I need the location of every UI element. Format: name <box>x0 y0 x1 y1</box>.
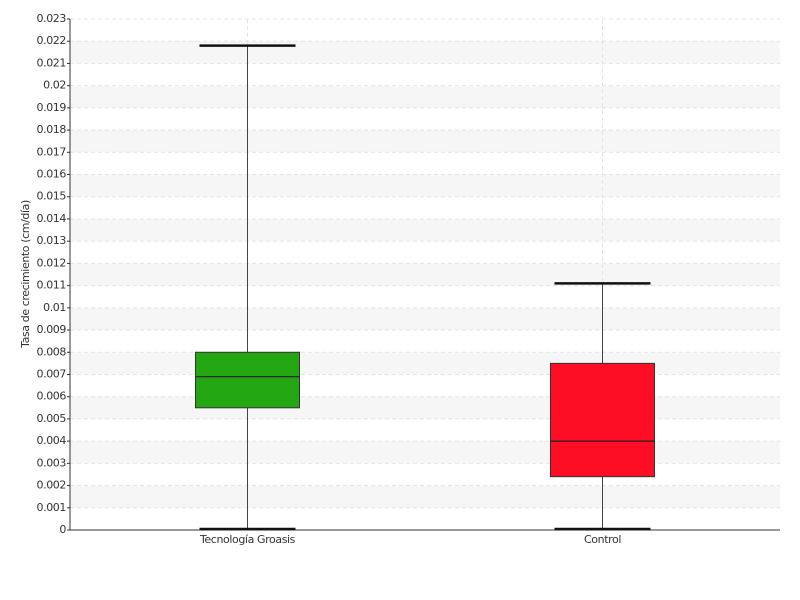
y-tick-label: 0.004 <box>37 434 67 447</box>
y-tick-label: 0.017 <box>37 145 67 158</box>
grid-band <box>70 307 780 331</box>
y-tick-label: 0.016 <box>37 168 67 181</box>
grid-band <box>70 441 780 464</box>
x-tick-label: Control <box>584 533 621 546</box>
y-tick-label: 0.018 <box>37 123 67 136</box>
y-tick-label: 0.005 <box>37 412 67 425</box>
grid-band <box>70 174 780 197</box>
grid-band <box>70 130 780 153</box>
grid-band <box>70 352 780 375</box>
box <box>550 362 655 478</box>
y-tick-label: 0.021 <box>37 56 67 69</box>
y-tick-label: 0 <box>59 523 66 536</box>
y-tick-label: 0.011 <box>37 279 67 292</box>
y-tick-label: 0.008 <box>37 345 67 358</box>
y-tick-label: 0.023 <box>37 12 67 25</box>
y-tick-label: 0.012 <box>37 256 67 269</box>
y-tick-label: 0.009 <box>37 323 67 336</box>
grid-band <box>70 396 780 419</box>
grid-band <box>70 85 780 108</box>
y-tick-label: 0.006 <box>37 390 67 403</box>
y-tick-label: 0.02 <box>43 79 66 92</box>
y-tick-label: 0.014 <box>37 212 67 225</box>
y-tick-label: 0.002 <box>37 479 67 492</box>
y-tick-label: 0.01 <box>43 301 66 314</box>
y-tick-label: 0.022 <box>37 34 67 47</box>
y-tick-label: 0.001 <box>37 501 67 514</box>
grid-band <box>70 218 780 242</box>
x-tick-label: Tecnología Groasis <box>199 533 296 546</box>
y-tick-label: 0.015 <box>37 190 67 203</box>
y-tick-label: 0.019 <box>37 101 67 114</box>
y-tick-label: 0.013 <box>37 234 67 247</box>
grid-band <box>70 263 780 286</box>
grid-band <box>70 485 780 508</box>
y-axis-label: Tasa de crecimiento (cm/día) <box>19 200 32 349</box>
box <box>195 351 300 409</box>
grid-band <box>70 41 780 64</box>
y-tick-label: 0.003 <box>37 456 67 469</box>
y-tick-label: 0.007 <box>37 367 67 380</box>
